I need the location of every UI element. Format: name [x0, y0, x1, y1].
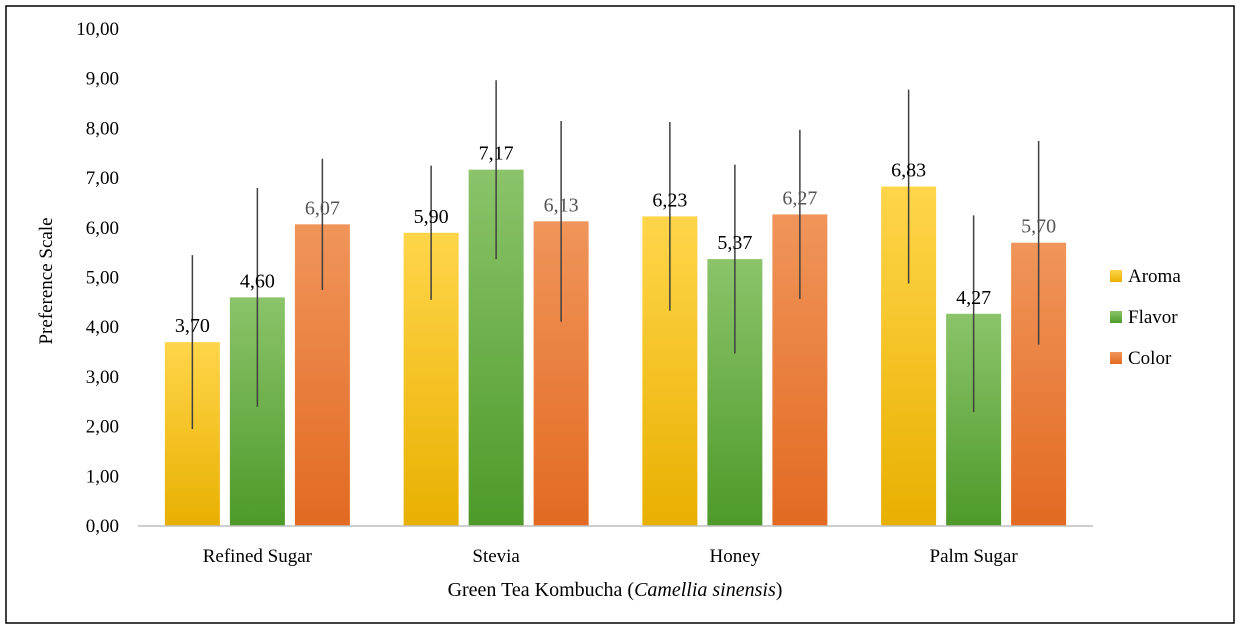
y-axis: 0,00 1,00 2,00 3,00 4,00 5,00 6,00 7,00 8,00 9,00… — [76, 19, 119, 537]
legend: Aroma Flavor Color — [1110, 266, 1181, 369]
x-axis: Refined Sugar Stevia Honey Palm Sugar — [138, 525, 1093, 567]
x-axis-label-end: ) — [776, 579, 783, 601]
y-tick-label: 9,00 — [86, 69, 119, 90]
legend-label: Color — [1128, 348, 1172, 369]
x-tick-label: Stevia — [472, 546, 520, 567]
y-tick-label: 5,00 — [86, 268, 119, 289]
x-tick-label: Palm Sugar — [930, 546, 1019, 567]
y-axis-label: Preference Scale — [36, 217, 57, 344]
y-tick-label: 8,00 — [86, 118, 119, 139]
x-axis-label-start: Green Tea Kombucha ( — [448, 579, 635, 601]
data-label: 6,13 — [544, 194, 579, 216]
y-tick-label: 2,00 — [86, 417, 119, 438]
y-tick-label: 0,00 — [86, 516, 119, 537]
y-tick-label: 10,00 — [76, 19, 119, 40]
y-tick-label: 4,00 — [86, 317, 119, 338]
legend-swatch — [1110, 270, 1122, 282]
data-label: 6,07 — [305, 197, 340, 219]
y-tick-label: 3,00 — [86, 367, 119, 388]
data-label: 5,90 — [414, 206, 449, 228]
x-axis-label-italic: Camellia sinensis — [634, 579, 776, 601]
data-label: 6,23 — [652, 189, 687, 211]
legend-swatch — [1110, 352, 1122, 364]
x-tick-label: Honey — [710, 546, 761, 567]
legend-label: Flavor — [1128, 307, 1178, 328]
y-tick-label: 6,00 — [86, 218, 119, 239]
x-axis-label: Green Tea Kombucha (Camellia sinensis) — [448, 579, 783, 601]
y-tick-label: 1,00 — [86, 466, 119, 487]
x-tick-label: Refined Sugar — [203, 546, 313, 567]
y-tick-label: 7,00 — [86, 168, 119, 189]
data-label: 5,37 — [717, 232, 752, 254]
data-label: 3,70 — [175, 315, 210, 337]
data-label: 6,83 — [891, 160, 926, 182]
legend-label: Aroma — [1128, 266, 1181, 287]
data-label: 7,17 — [479, 143, 514, 165]
legend-swatch — [1110, 311, 1122, 323]
data-label: 5,70 — [1021, 216, 1056, 238]
data-label: 6,27 — [782, 187, 817, 209]
data-label: 4,27 — [956, 287, 991, 309]
data-label: 4,60 — [240, 270, 275, 292]
bars: 3,70 4,60 6,07 5,90 7,17 6,13 6,23 5,37 6,27 6,83… — [164, 80, 1067, 527]
